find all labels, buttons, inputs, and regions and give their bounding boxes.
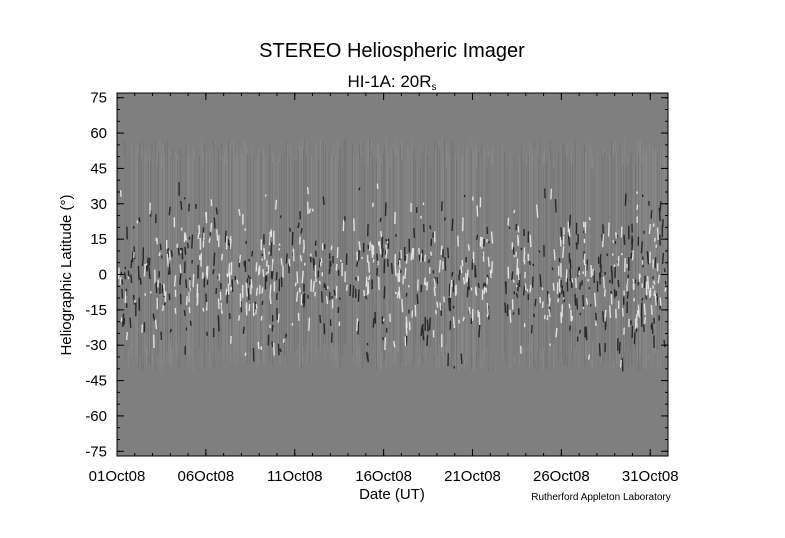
y-axis-label: Heliographic Latitude (°) bbox=[58, 194, 75, 355]
x-tick-label: 11Oct08 bbox=[267, 468, 323, 485]
y-tick-label: -30 bbox=[85, 337, 107, 354]
y-tick-label: -15 bbox=[85, 302, 107, 319]
x-axis-label: Date (UT) bbox=[359, 486, 425, 503]
y-tick-label: 30 bbox=[90, 196, 107, 213]
chart-title: STEREO Heliospheric Imager bbox=[259, 40, 525, 62]
x-axis: 01Oct08 06Oct08 11Oct08 16Oct08 21Oct08 26Oct… bbox=[89, 93, 679, 485]
credit-label: Rutherford Appleton Laboratory bbox=[531, 492, 671, 503]
y-tick-label: -75 bbox=[85, 443, 107, 460]
x-tick-label: 21Oct08 bbox=[444, 468, 501, 485]
y-tick-label: 15 bbox=[90, 231, 107, 248]
subtitle-main: HI-1A: 20R bbox=[347, 72, 431, 91]
y-tick-label: 45 bbox=[90, 160, 107, 177]
feature-light bbox=[118, 183, 667, 368]
y-tick-label: 60 bbox=[90, 125, 107, 142]
x-tick-label: 01Oct08 bbox=[89, 468, 146, 485]
x-tick-label: 26Oct08 bbox=[533, 468, 590, 485]
x-tick-label: 16Oct08 bbox=[355, 468, 412, 485]
x-tick-label: 31Oct08 bbox=[622, 468, 679, 485]
chart-subtitle: HI-1A: 20Rs bbox=[347, 72, 436, 93]
y-tick-label: 0 bbox=[99, 267, 107, 284]
y-axis: 75 60 45 30 15 0 -15 -30 -45 -60 -75 bbox=[85, 90, 668, 460]
plot-area bbox=[116, 92, 669, 457]
x-tick-label: 06Oct08 bbox=[178, 468, 235, 485]
y-tick-label: -45 bbox=[85, 373, 107, 390]
subtitle-subscript: s bbox=[432, 82, 437, 93]
y-tick-label: 75 bbox=[90, 90, 107, 107]
y-tick-label: -60 bbox=[85, 408, 107, 425]
data-band-group bbox=[117, 138, 667, 372]
